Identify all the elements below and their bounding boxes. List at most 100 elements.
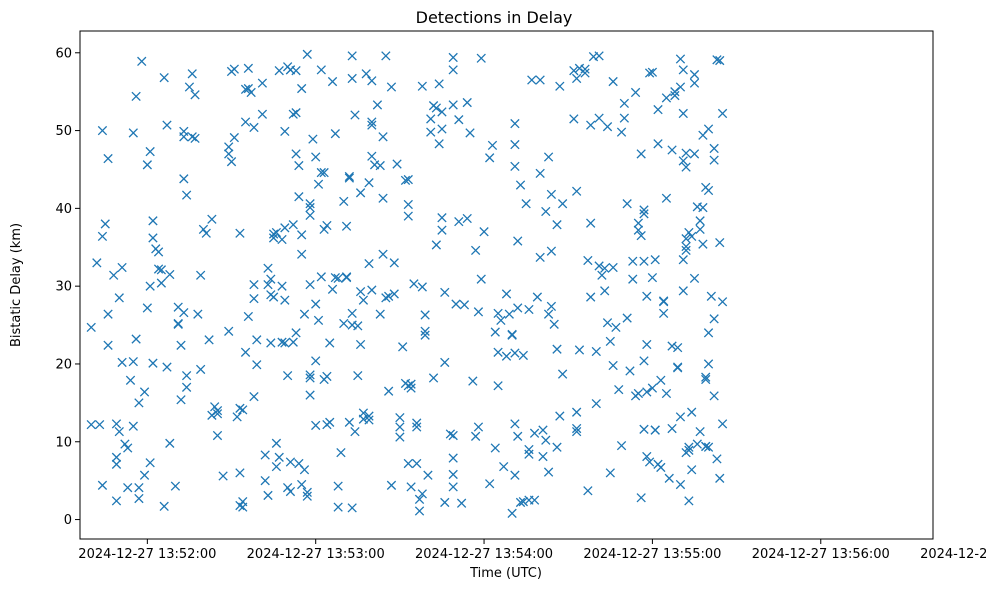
data-point xyxy=(361,69,371,79)
data-point xyxy=(173,318,183,329)
data-point xyxy=(288,337,298,347)
data-point xyxy=(529,495,540,505)
data-point xyxy=(571,423,582,434)
data-point xyxy=(305,373,315,383)
y-tick-label: 30 xyxy=(55,280,72,295)
data-point xyxy=(355,339,366,350)
data-point xyxy=(305,279,315,290)
data-point xyxy=(153,247,164,257)
data-point xyxy=(414,494,425,504)
plot-area xyxy=(80,31,933,539)
data-point xyxy=(426,127,436,137)
data-point xyxy=(712,454,722,464)
data-point xyxy=(302,491,312,501)
data-point xyxy=(353,370,363,381)
data-point xyxy=(285,486,296,497)
data-point xyxy=(695,426,705,437)
data-point xyxy=(156,265,167,275)
data-point xyxy=(274,66,284,76)
data-point xyxy=(454,115,464,125)
data-point xyxy=(420,310,430,320)
data-point xyxy=(571,186,582,196)
data-point xyxy=(344,417,355,427)
data-point xyxy=(350,110,360,120)
data-point xyxy=(224,142,234,152)
data-point xyxy=(355,188,366,198)
data-point xyxy=(139,470,150,480)
data-point xyxy=(358,295,369,305)
data-point xyxy=(532,292,543,302)
data-point xyxy=(571,73,582,84)
x-tick-label: 2024-12-27 13:57:00 xyxy=(920,547,986,562)
data-point xyxy=(569,66,579,76)
data-point xyxy=(263,263,273,273)
data-point xyxy=(367,117,377,127)
data-point xyxy=(650,255,660,265)
data-point xyxy=(611,322,621,333)
data-point xyxy=(260,475,270,486)
data-point xyxy=(642,451,652,462)
data-point xyxy=(148,233,158,243)
data-point xyxy=(420,330,430,340)
data-point xyxy=(462,97,472,108)
data-point xyxy=(692,439,702,449)
data-point xyxy=(695,224,705,235)
data-point xyxy=(661,193,672,203)
data-point xyxy=(277,281,287,291)
data-point xyxy=(123,482,133,493)
data-point xyxy=(712,55,722,65)
data-point xyxy=(142,160,153,170)
data-point xyxy=(243,83,254,94)
data-point xyxy=(538,451,548,462)
data-point xyxy=(633,225,644,235)
data-point xyxy=(249,122,259,133)
data-point xyxy=(94,419,105,430)
data-point xyxy=(420,326,430,336)
data-point xyxy=(527,75,537,85)
data-point xyxy=(701,372,711,382)
data-point xyxy=(179,307,189,318)
data-point xyxy=(412,422,422,432)
data-point xyxy=(386,480,397,490)
data-point xyxy=(260,450,270,460)
data-point xyxy=(333,481,343,491)
data-point xyxy=(305,210,315,221)
data-point xyxy=(308,134,318,144)
data-point xyxy=(667,423,677,434)
data-point xyxy=(291,328,301,338)
data-point xyxy=(406,379,416,389)
data-point xyxy=(510,470,520,480)
data-point xyxy=(398,342,408,352)
data-point xyxy=(176,340,186,350)
data-point xyxy=(305,199,315,209)
data-point xyxy=(204,335,214,345)
data-point xyxy=(280,295,290,305)
data-point xyxy=(271,461,282,472)
data-point xyxy=(285,457,296,467)
data-point xyxy=(134,398,144,408)
data-point xyxy=(673,362,683,372)
data-point xyxy=(392,159,402,169)
data-point xyxy=(639,356,649,366)
data-point xyxy=(636,493,646,503)
data-point xyxy=(274,452,284,462)
data-point xyxy=(386,82,397,92)
data-point xyxy=(139,387,150,397)
data-point xyxy=(454,216,464,227)
data-point xyxy=(316,65,326,75)
data-point xyxy=(636,149,646,159)
data-point xyxy=(543,309,554,319)
data-point xyxy=(252,335,262,345)
data-point xyxy=(125,375,136,385)
data-point xyxy=(510,419,520,429)
data-point xyxy=(473,422,484,432)
data-point xyxy=(647,383,658,393)
data-point xyxy=(395,412,405,423)
data-point xyxy=(628,256,638,266)
data-point xyxy=(633,388,644,399)
data-point xyxy=(367,285,377,295)
data-point xyxy=(378,249,388,259)
data-point xyxy=(501,351,512,361)
data-point xyxy=(510,139,520,150)
data-point xyxy=(535,168,545,179)
